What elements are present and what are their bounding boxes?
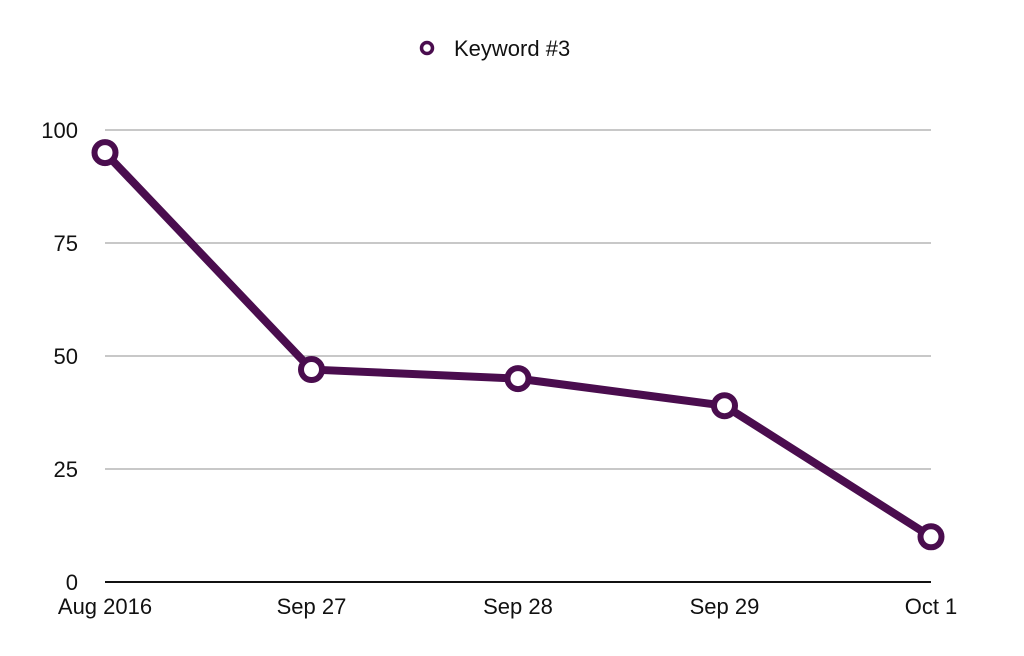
gridlines xyxy=(105,129,931,470)
y-axis-tick-labels: 0 25 50 75 100 xyxy=(41,118,78,595)
y-tick-label-0: 0 xyxy=(66,570,78,595)
data-point-0-0 xyxy=(91,139,119,167)
x-tick-label-0: Aug 2016 xyxy=(58,594,152,619)
data-point-0-1 xyxy=(298,356,325,384)
series-keyword-3 xyxy=(91,139,945,551)
x-tick-label-1: Sep 27 xyxy=(277,594,347,619)
x-tick-label-2: Sep 28 xyxy=(483,594,553,619)
legend-marker xyxy=(419,40,435,56)
series-line-0 xyxy=(101,148,935,541)
data-point-0-4 xyxy=(917,523,945,551)
y-tick-label-50: 50 xyxy=(54,344,78,369)
legend-label: Keyword #3 xyxy=(454,36,570,61)
y-tick-label-100: 100 xyxy=(41,118,78,143)
x-tick-label-3: Sep 29 xyxy=(690,594,760,619)
data-point-0-2 xyxy=(504,365,532,393)
x-tick-label-4: Oct 1 xyxy=(905,594,958,619)
x-axis-tick-labels: Aug 2016 Sep 27 Sep 28 Sep 29 Oct 1 xyxy=(58,594,957,619)
data-point-0-3 xyxy=(711,392,738,420)
y-tick-label-25: 25 xyxy=(54,457,78,482)
legend: Keyword #3 xyxy=(419,36,570,61)
y-tick-label-75: 75 xyxy=(54,231,78,256)
